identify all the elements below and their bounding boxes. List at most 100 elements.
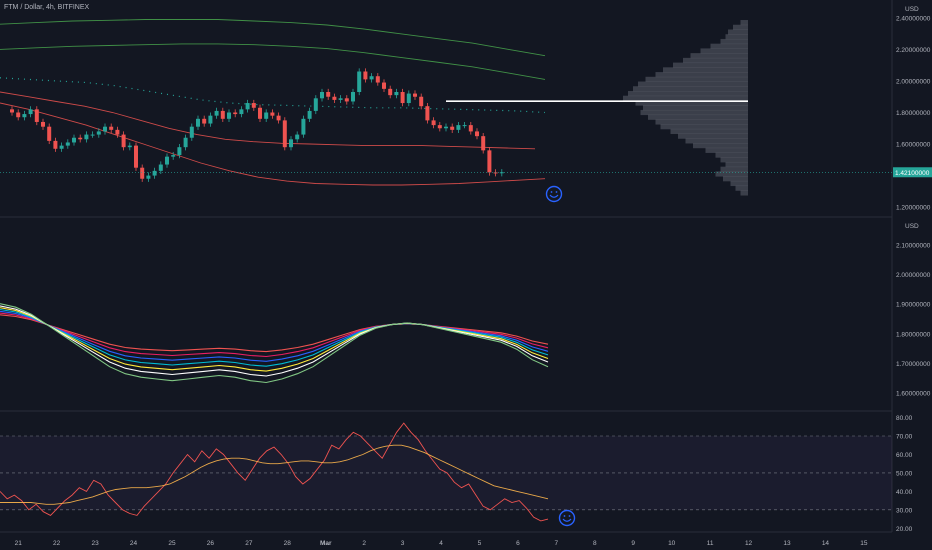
candle-body	[456, 125, 461, 130]
lower-band-outer	[0, 102, 546, 186]
time-axis-tick: 5	[478, 540, 482, 547]
volume-profile-bar	[670, 128, 748, 135]
candle-body	[406, 93, 411, 104]
ribbon-axis-tick: 1.70000000	[896, 361, 931, 368]
volume-profile-bar	[628, 90, 748, 97]
candle-body	[121, 134, 126, 148]
rsi-axis-tick: 40.00	[896, 489, 913, 496]
candle-body	[134, 145, 138, 168]
candle-body	[47, 126, 52, 141]
candle-body	[487, 150, 492, 173]
candle-body	[152, 170, 157, 176]
volume-profile-bar	[720, 166, 748, 172]
time-axis-tick: 26	[207, 540, 215, 547]
time-axis-tick: 9	[631, 540, 635, 547]
time-axis-tick: 28	[284, 540, 292, 547]
time-axis-tick: 6	[516, 540, 520, 547]
candle-body	[375, 76, 380, 83]
candle-body	[127, 145, 132, 148]
ribbon-axis-tick: 2.00000000	[896, 272, 931, 279]
rsi-axis-tick: 60.00	[896, 452, 913, 459]
candle-body	[239, 109, 244, 115]
volume-profile-bar	[683, 57, 748, 64]
smiley-icon-eye	[555, 191, 558, 193]
smiley-icon-eye	[550, 191, 553, 193]
volume-profile-bar	[720, 157, 748, 163]
candle-body	[165, 156, 169, 165]
time-axis-tick: 7	[555, 540, 559, 547]
volume-profile-bar	[730, 180, 748, 187]
volume-profile-bar	[690, 53, 748, 59]
candle-body	[369, 76, 374, 80]
candle-body	[146, 175, 151, 179]
ribbon-line	[0, 312, 549, 358]
volume-profile-bar	[725, 161, 748, 168]
smiley-icon-mouth	[549, 194, 559, 198]
ribbon-line	[0, 310, 549, 362]
candle-body	[16, 112, 21, 118]
time-axis-tick: 25	[168, 540, 176, 547]
candle-body	[382, 82, 386, 89]
price-axis-tick: 2.20000000	[896, 47, 931, 54]
candle-body	[90, 134, 95, 136]
volume-profile-bar	[655, 119, 748, 125]
time-axis-tick: 15	[860, 540, 868, 547]
candle-body	[264, 112, 269, 119]
volume-profile-bar	[633, 86, 748, 92]
candle-body	[344, 98, 349, 102]
candle-body	[78, 137, 83, 140]
candle-body	[177, 147, 182, 156]
volume-profile-bar	[640, 109, 748, 116]
candle-body	[450, 126, 455, 130]
time-axis-tick: 21	[15, 540, 23, 547]
last-price-badge	[893, 167, 932, 178]
last-price-label: 1.42100000	[895, 170, 930, 177]
candle-body	[295, 134, 300, 140]
candle-body	[214, 110, 219, 116]
volume-profile-bar	[710, 43, 748, 49]
volume-profile-bar	[700, 48, 748, 54]
candle-body	[140, 167, 145, 179]
volume-profile-bar	[715, 152, 748, 158]
vwap-dotted	[0, 77, 546, 114]
ribbon-axis-tick: 2.10000000	[896, 242, 931, 249]
candle-body	[493, 172, 498, 174]
candle-body	[437, 125, 442, 129]
candle-body	[400, 92, 405, 104]
candle-body	[363, 71, 368, 80]
candle-body	[171, 155, 176, 157]
volume-profile-bar	[655, 72, 748, 78]
candle-body	[351, 92, 355, 102]
ribbon-axis-unit: USD	[905, 223, 919, 230]
ribbon-line	[0, 303, 549, 384]
candle-body	[158, 164, 163, 171]
volume-profile-bar	[660, 124, 748, 130]
candle-body	[41, 121, 45, 127]
ribbon-axis-tick: 1.80000000	[896, 331, 931, 338]
volume-profile-bar	[648, 114, 748, 120]
volume-profile-bar	[678, 133, 748, 139]
volume-profile-bar	[693, 143, 748, 149]
ribbon-line	[0, 314, 549, 353]
volume-profile-bar	[635, 100, 748, 106]
volume-profile-bar	[740, 20, 748, 26]
time-axis-tick: Mar	[320, 540, 332, 547]
volume-profile-bar	[725, 34, 748, 40]
candle-body	[388, 88, 393, 96]
candle-body	[282, 120, 287, 148]
lower-band-inner	[0, 91, 536, 150]
candle-body	[53, 140, 58, 149]
rsi-line	[0, 422, 549, 522]
time-axis-tick: 11	[707, 540, 714, 547]
candle-body	[475, 131, 479, 137]
volume-profile-bar	[728, 29, 748, 35]
candle-body	[72, 137, 76, 143]
candle-body	[59, 145, 64, 149]
volume-profile-bar	[733, 24, 748, 30]
rsi-axis-tick: 20.00	[896, 526, 913, 533]
symbol-header[interactable]: FTM / Dollar, 4h, BITFINEX	[4, 4, 90, 11]
ribbon-axis-tick: 1.90000000	[896, 302, 931, 309]
ribbon-axis-tick: 1.60000000	[896, 391, 931, 398]
candle-body	[196, 118, 200, 127]
